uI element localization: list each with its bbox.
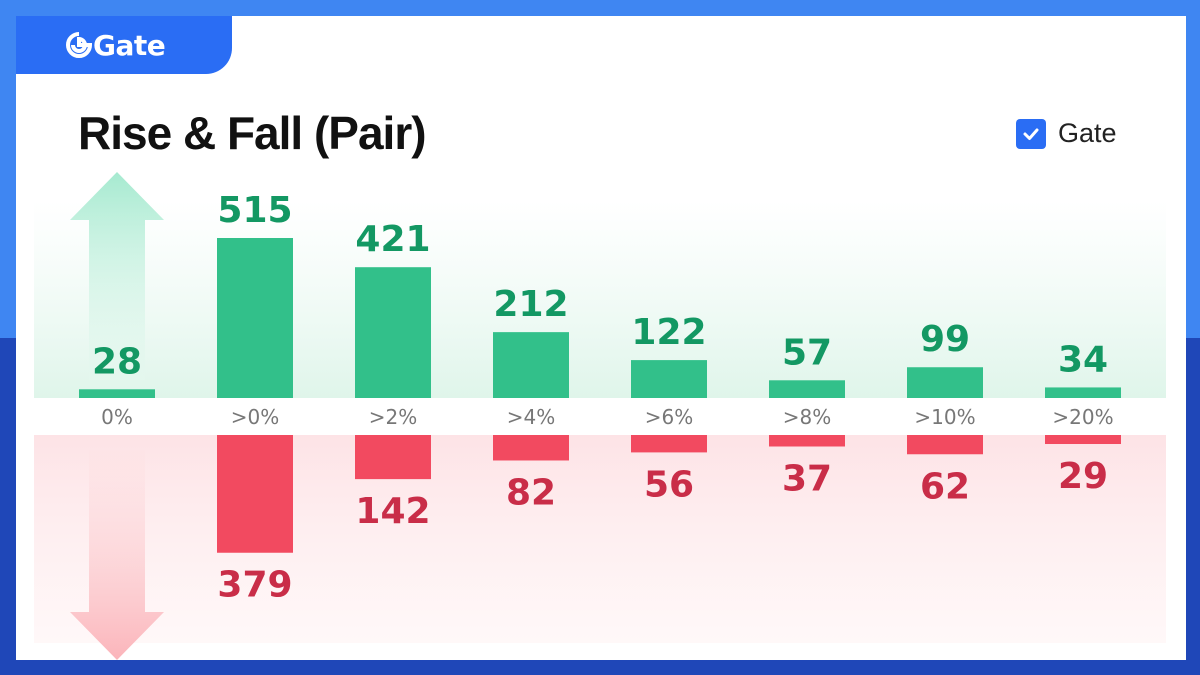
rise-arrow-icon [70,172,164,380]
fall-value-label: 29 [1058,456,1108,497]
brand-badge: Gate [16,16,232,74]
rise-value-label: 421 [355,219,430,260]
rise-bar [769,380,845,398]
fall-arrow-icon [70,450,164,660]
fall-value-label: 82 [506,472,556,513]
rise-bar [355,267,431,398]
rise-bar [493,332,569,398]
gate-logo-icon [66,32,92,58]
category-tick-label: >0% [231,405,280,429]
rise-value-label: 34 [1058,339,1108,380]
legend[interactable]: Gate [1016,118,1117,149]
category-tick-label: >4% [507,405,556,429]
legend-checkbox[interactable] [1016,118,1046,149]
category-tick-label: >6% [645,405,694,429]
rise-value-label: 212 [493,284,568,325]
rise-bar [79,389,155,398]
rise-bar [631,360,707,398]
brand-logo: Gate [66,28,166,62]
category-tick-label: >10% [914,405,975,429]
rise-value-label: 57 [782,332,832,373]
fall-value-label: 379 [217,565,292,606]
legend-label: Gate [1058,118,1117,148]
rise-value-label: 99 [920,319,970,360]
fall-value-label: 142 [355,491,430,532]
rise-value-label: 515 [217,190,292,231]
rise-value-label: 28 [92,341,142,382]
checkmark-icon [1023,128,1039,140]
brand-name: Gate [93,28,166,62]
fall-bar [493,435,569,461]
chart-card: Gate Rise & Fall (Pair) Gate [16,16,1186,660]
fall-bar [355,435,431,480]
category-tick-label: >20% [1052,405,1113,429]
fall-bar [769,435,845,447]
fall-bar [1045,435,1121,445]
rise-bar [217,238,293,398]
category-tick-label: 0% [101,405,133,429]
fall-bar [907,435,983,455]
rise-bar [1045,387,1121,398]
rise-bar [907,367,983,398]
fall-bar [631,435,707,453]
fall-bar [217,435,293,553]
chart-title: Rise & Fall (Pair) [78,107,427,159]
fall-value-label: 56 [644,464,694,505]
category-tick-label: >8% [783,405,832,429]
category-tick-label: >2% [369,405,418,429]
fall-value-label: 62 [920,466,970,507]
rise-value-label: 122 [631,312,706,353]
fall-value-label: 37 [782,458,832,499]
